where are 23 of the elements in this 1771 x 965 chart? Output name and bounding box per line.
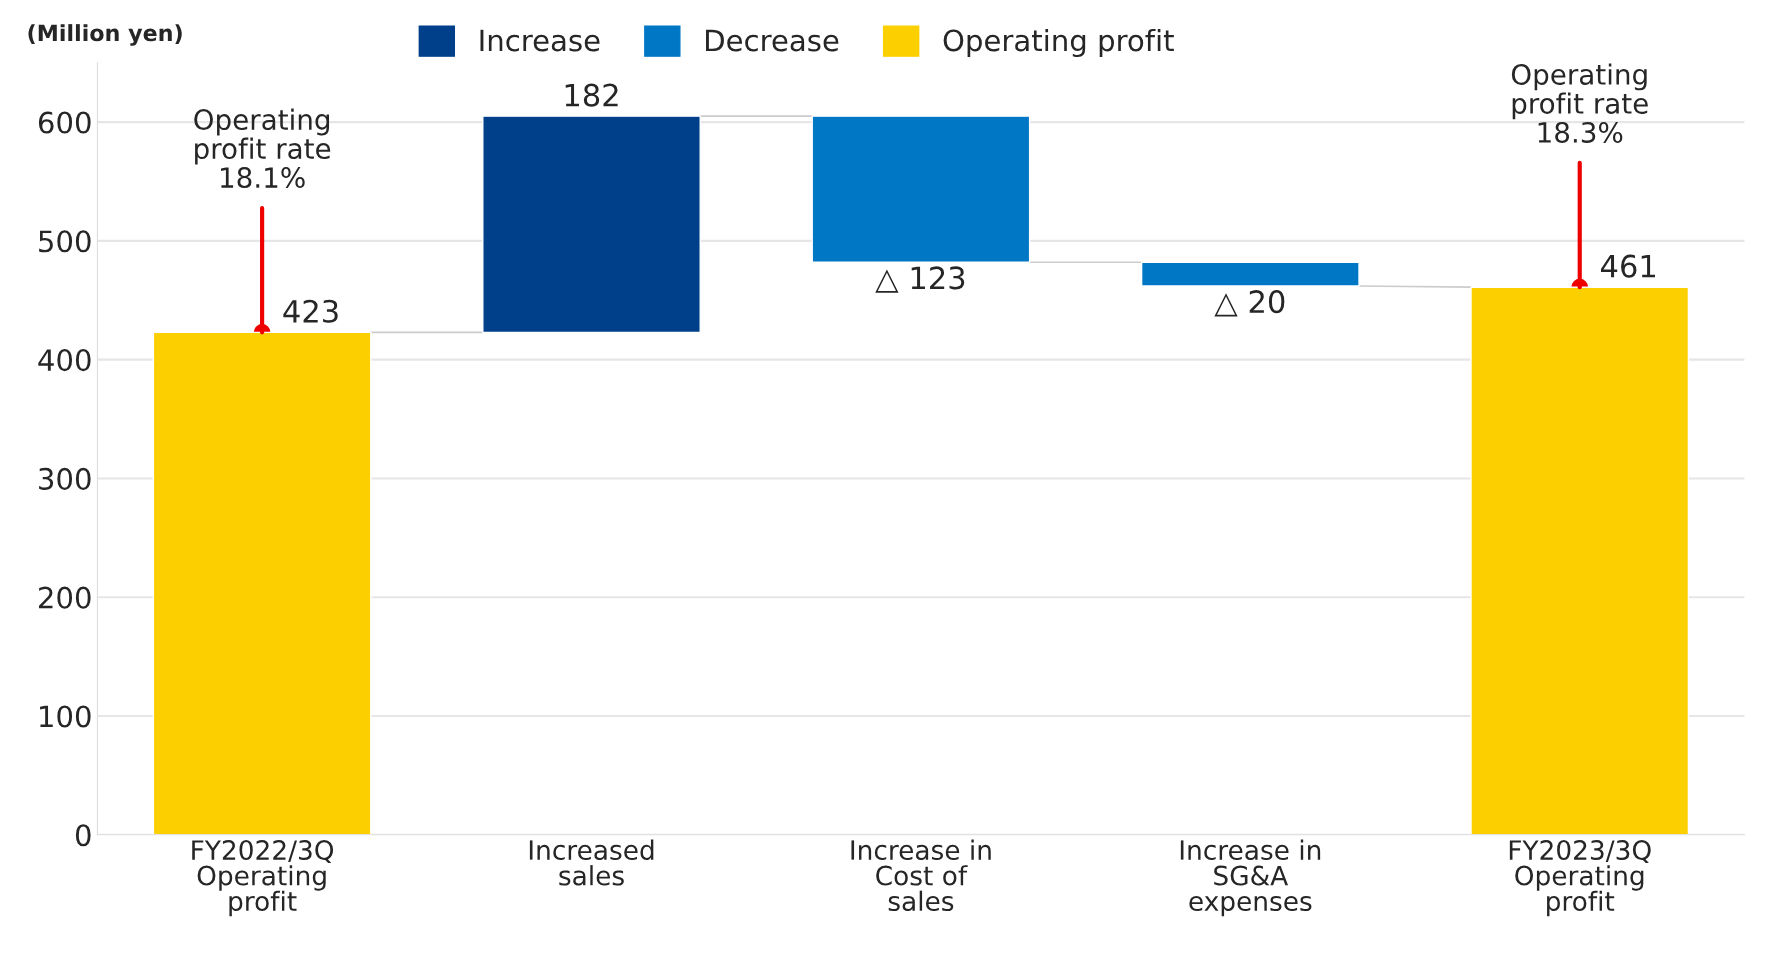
text: △ 20 (1214, 290, 1285, 317)
y-tick-label: 400 (38, 349, 91, 372)
legend-label: Operating profit (943, 28, 1174, 58)
text: △ 123 (875, 266, 965, 293)
y-tick-label: 600 (38, 111, 91, 134)
legend-label: Increase (480, 29, 600, 52)
legend-label: Decrease (706, 29, 839, 52)
x-tick-label: Increase in SG&A expenses (1180, 839, 1321, 917)
text: 461 (1600, 254, 1655, 278)
y-axis-title: (Million yen) (28, 24, 182, 46)
y-tick-label: 0 (75, 824, 91, 847)
annotation: Operating profit rate 18.1% (194, 108, 331, 189)
y-tick-label: 100 (40, 705, 91, 728)
text: 182 (565, 83, 618, 107)
y-tick-label: 300 (39, 467, 91, 490)
x-tick-label: FY2022/3Q Operating profit (192, 840, 334, 917)
x-tick-label: Increased sales (529, 839, 654, 886)
annotation: Operating profit rate 18.3% (1511, 63, 1648, 143)
x-tick-label: Increase in Cost of sales (851, 839, 991, 912)
y-tick-label: 500 (39, 230, 91, 253)
x-tick-label: FY2023/3Q Operating profit (1509, 840, 1651, 917)
text: 423 (283, 299, 338, 323)
y-tick-label: 200 (39, 586, 91, 609)
